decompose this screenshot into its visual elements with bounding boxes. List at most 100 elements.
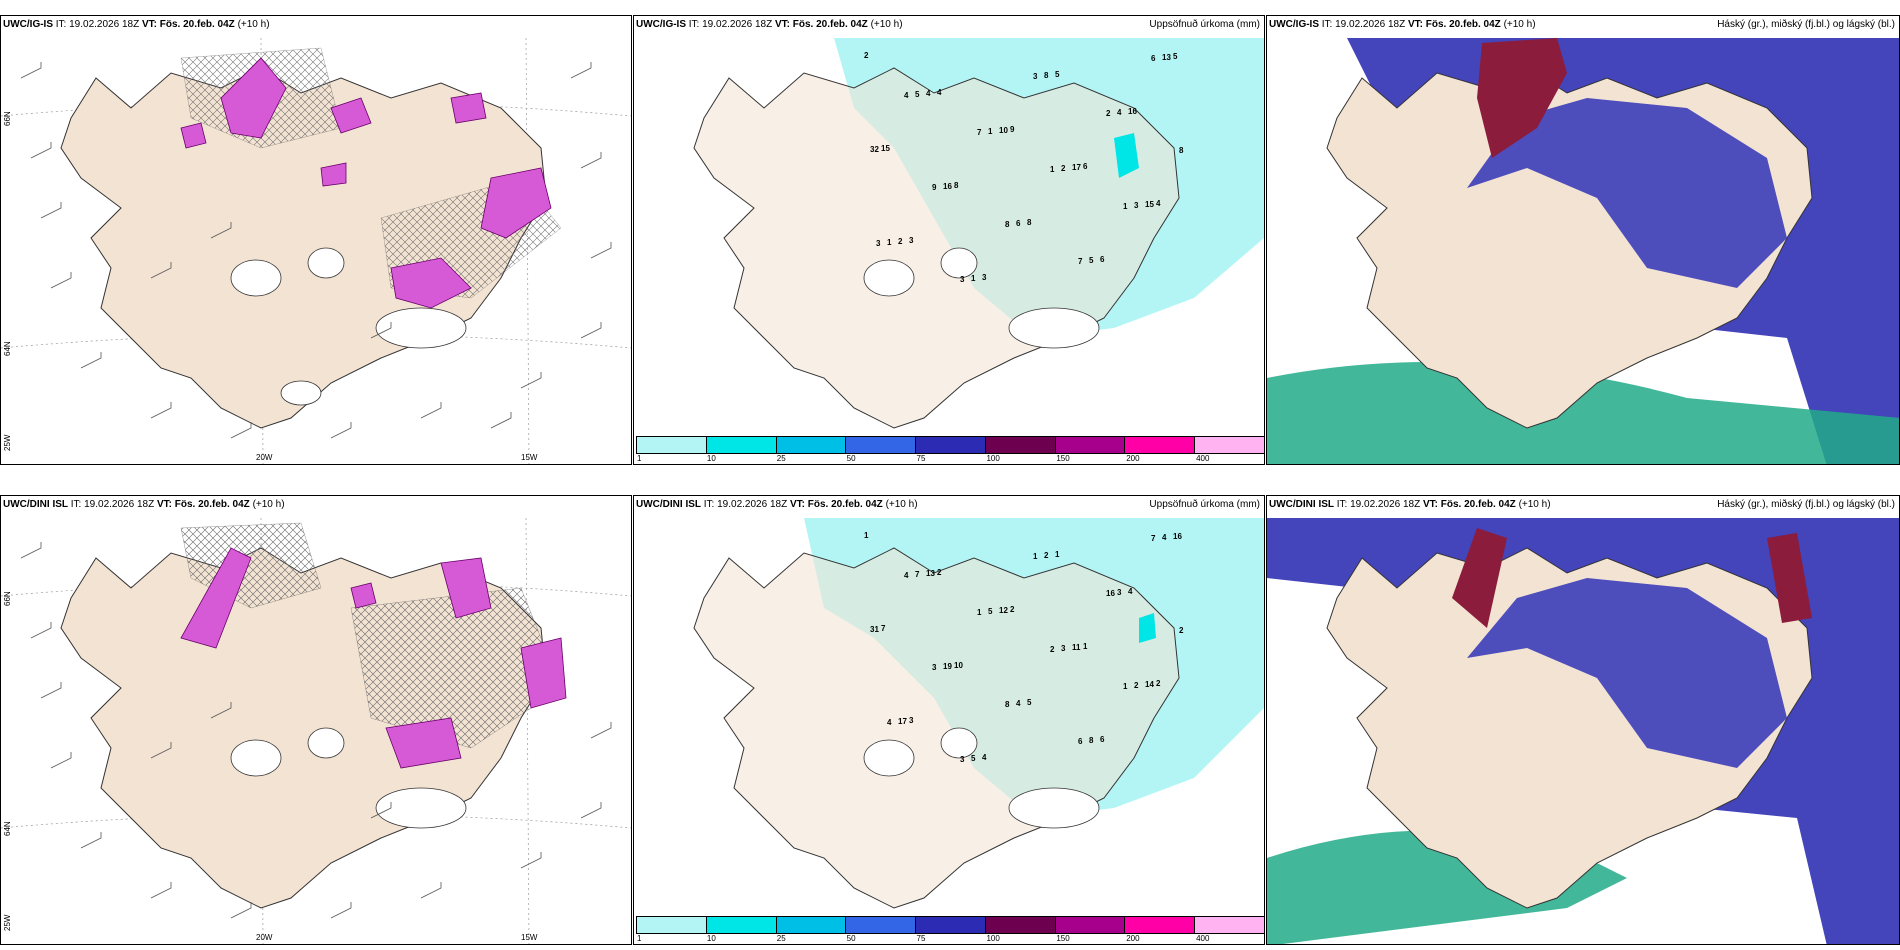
precip-value: 1 <box>887 238 892 247</box>
colorbar-label: 50 <box>846 454 856 463</box>
precip-value: 3 <box>1033 72 1038 81</box>
precip-value: 3 <box>932 663 937 672</box>
colorbar-swatch <box>916 917 986 933</box>
precip-value: 2 <box>1156 679 1161 688</box>
colorbar-swatch <box>776 437 847 453</box>
precip-value: 16 <box>1173 532 1182 541</box>
panel-precip-dini: UWC/DINI ISL IT: 19.02.2026 18Z VT: Fös.… <box>633 495 1265 945</box>
lat-label: 64N <box>3 341 12 356</box>
precip-value: 19 <box>943 662 952 671</box>
precip-value: 2 <box>898 237 903 246</box>
precip-value: 1 <box>977 608 982 617</box>
precip-value: 6 <box>1078 737 1083 746</box>
precip-value: 3 <box>1117 588 1122 597</box>
colorbar-swatch <box>1125 917 1196 933</box>
precip-map: 2496433516158865410171521843216651351231… <box>693 38 1264 429</box>
lon-label: 20W <box>256 933 273 942</box>
colorbar-swatch <box>1125 437 1196 453</box>
precip-value: 15 <box>1145 200 1154 209</box>
colorbar-label: 100 <box>986 934 1000 943</box>
colorbar-swatch <box>1055 437 1126 453</box>
panel-title: UWC/IG-IS IT: 19.02.2026 18Z VT: Fös. 20… <box>3 19 270 30</box>
precip-value: 8 <box>1005 220 1010 229</box>
precip-value: 1 <box>1050 165 1055 174</box>
precip-value: 3 <box>960 755 965 764</box>
precip-value: 4 <box>1117 108 1122 117</box>
colorbar-label: 50 <box>846 934 856 943</box>
precip-value: 8 <box>1005 700 1010 709</box>
precip-value: 8 <box>1027 218 1032 227</box>
precip-value: 3 <box>876 239 881 248</box>
colorbar-swatch <box>706 917 777 933</box>
precip-value: 32 <box>870 145 879 154</box>
precip-value: 1 <box>1033 552 1038 561</box>
colorbar-swatch <box>1195 917 1264 933</box>
precip-value: 4 <box>1156 199 1161 208</box>
precip-value: 6 <box>1016 219 1021 228</box>
precip-value: 1 <box>1123 202 1128 211</box>
colorbar-swatch <box>1195 437 1264 453</box>
colorbar-label: 400 <box>1196 454 1210 463</box>
precip-value: 2 <box>1044 551 1049 560</box>
panel-precip-ig: UWC/IG-IS IT: 19.02.2026 18Z VT: Fös. 20… <box>633 15 1265 465</box>
precip-value: 2 <box>1179 626 1184 635</box>
colorbar-swatch <box>985 437 1056 453</box>
colorbar-swatch <box>846 437 917 453</box>
precip-value: 7 <box>1151 534 1156 543</box>
precip-value: 3 <box>1061 644 1066 653</box>
precip-value: 3 <box>960 275 965 284</box>
cloud-map <box>1267 38 1899 464</box>
colorbar-swatch <box>1055 917 1126 933</box>
precip-value: 1 <box>1123 682 1128 691</box>
colorbar-swatch <box>985 917 1056 933</box>
colorbar-label: 75 <box>916 454 926 463</box>
precip-value: 1 <box>1083 642 1088 651</box>
lon-label: 25W <box>3 434 12 451</box>
colorbar-label: 1 <box>637 934 642 943</box>
panel-variable: Háský (gr.), miðský (fj.bl.) og lágský (… <box>1717 499 1895 510</box>
colorbar-label: 25 <box>776 934 786 943</box>
precip-value: 16 <box>943 182 952 191</box>
wind-map <box>1 518 631 944</box>
precip-value: 16 <box>1106 589 1115 598</box>
colorbar-swatch <box>846 917 917 933</box>
precip-value: 2 <box>864 51 869 60</box>
precip-value: 1 <box>864 531 869 540</box>
precip-value: 4 <box>904 91 909 100</box>
lon-label: 20W <box>256 453 273 462</box>
precip-value: 2 <box>1134 681 1139 690</box>
precip-value: 17 <box>1072 163 1081 172</box>
precip-value: 4 <box>982 753 987 762</box>
colorbar-label: 10 <box>706 454 716 463</box>
precip-value: 3 <box>909 236 914 245</box>
precip-value: 1 <box>988 127 993 136</box>
precip-value: 15 <box>881 144 890 153</box>
precip-value: 7 <box>977 128 982 137</box>
precip-value: 4 <box>937 88 942 97</box>
precip-value: 3 <box>1134 201 1139 210</box>
colorbar-label: 25 <box>776 454 786 463</box>
panel-variable: Uppsöfnuð úrkoma (mm) <box>1149 19 1260 30</box>
precip-value: 8 <box>1179 146 1184 155</box>
precip-value: 14 <box>1145 680 1154 689</box>
precip-value: 13 <box>926 569 935 578</box>
lat-label: 64N <box>3 821 12 836</box>
precip-value: 11 <box>1072 643 1081 652</box>
precip-map: 1221234147105616131211141752331194847532… <box>693 518 1264 909</box>
precip-value: 5 <box>1055 70 1060 79</box>
colorbar: 1 10 25 50 75 100 150 200 400 <box>636 436 1264 463</box>
precip-value: 2 <box>1106 109 1111 118</box>
panel-cloud-dini: UWC/DINI ISL IT: 19.02.2026 18Z VT: Fös.… <box>1266 495 1900 945</box>
precip-value: 2 <box>1050 645 1055 654</box>
colorbar-label: 1 <box>637 454 642 463</box>
precip-value: 31 <box>870 625 879 634</box>
precip-value: 4 <box>1162 533 1167 542</box>
lat-label: 66N <box>3 111 12 126</box>
precip-value: 1 <box>971 274 976 283</box>
precip-value: 6 <box>1083 162 1088 171</box>
precip-value: 8 <box>1044 71 1049 80</box>
wind-map <box>1 38 631 464</box>
precip-value: 12 <box>999 606 1008 615</box>
precip-value: 4 <box>926 89 931 98</box>
colorbar-label: 200 <box>1126 934 1140 943</box>
